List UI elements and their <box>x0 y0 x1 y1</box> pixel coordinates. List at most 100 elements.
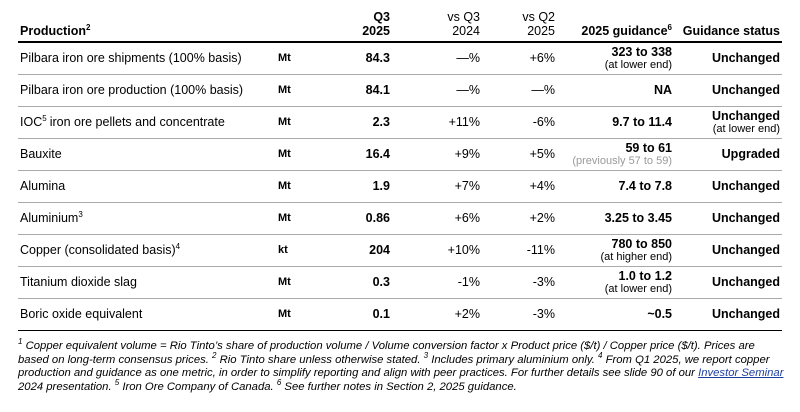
label-cell: Boric oxide equivalent <box>18 298 276 331</box>
header-text: vs Q2 <box>522 10 555 24</box>
table-row: IOC5 iron ore pellets and concentrate Mt 2.… <box>18 106 782 139</box>
table-row: Pilbara iron ore production (100% basis)… <box>18 74 782 107</box>
superscript: 3 <box>78 209 83 219</box>
row-label: iron ore pellets and concentrate <box>49 115 225 129</box>
footnote-number: 2 <box>212 350 217 360</box>
row-label: Copper (consolidated basis) <box>20 243 176 257</box>
row-label: Pilbara iron ore production (100% basis) <box>20 83 244 97</box>
status-cell: Unchanged <box>674 42 782 75</box>
status-cell: Unchanged <box>674 170 782 203</box>
header-text: Q3 <box>373 10 390 24</box>
row-label: IOC <box>20 115 43 129</box>
table-row: Boric oxide equivalent Mt 0.1 +2% -3% ~0.5 Unc… <box>18 298 782 331</box>
footnote-text: Copper equivalent volume = Rio Tinto’s s… <box>18 340 755 366</box>
guidance-cell: 1.0 to 1.2 (at lower end) <box>557 266 674 299</box>
table-row: Bauxite Mt 16.4 +9% +5% 59 to 61 (previously 5… <box>18 138 782 171</box>
guidance-cell: ~0.5 <box>557 298 674 331</box>
guidance-note: (at lower end) <box>604 58 672 71</box>
label-cell: Aluminium3 <box>18 202 276 235</box>
header-text: vs Q3 <box>447 10 480 24</box>
header-cell: 2025 guidance6 <box>557 10 674 43</box>
table-row: Copper (consolidated basis)4 kt 204 +10% -11… <box>18 234 782 267</box>
row-label: Pilbara iron ore shipments (100% basis) <box>20 51 242 65</box>
vs-q2-cell: -6% <box>482 106 557 139</box>
row-label: Bauxite <box>20 147 62 161</box>
status-cell: Unchanged <box>674 298 782 331</box>
vs-q3-cell: +10% <box>392 234 482 267</box>
status-value: Unchanged <box>711 108 780 123</box>
guidance-cell: 780 to 850 (at higher end) <box>557 234 674 267</box>
superscript: 5 <box>42 113 47 123</box>
guidance-cell: 9.7 to 11.4 <box>557 106 674 139</box>
q3-cell: 1.9 <box>336 170 392 203</box>
footnote-number: 1 <box>18 337 23 347</box>
production-table: Production2 Q3 2025 vs Q3 2024 vs Q2 2025 2… <box>18 10 782 331</box>
footnote-text: See further notes in Section 2, 2025 gui… <box>284 380 517 393</box>
table-row: Alumina Mt 1.9 +7% +4% 7.4 to 7.8 Unchanged <box>18 170 782 203</box>
unit-cell: Mt <box>276 74 336 107</box>
header-text: 2024 <box>452 24 480 38</box>
header-cell: Guidance status <box>674 10 782 43</box>
vs-q2-cell: -3% <box>482 298 557 331</box>
footnote-number: 6 <box>276 377 282 387</box>
unit-cell: Mt <box>276 106 336 139</box>
guidance-value: ~0.5 <box>647 307 672 321</box>
label-cell: Titanium dioxide slag <box>18 266 276 299</box>
vs-q3-cell: —% <box>392 74 482 107</box>
guidance-cell: 7.4 to 7.8 <box>557 170 674 203</box>
header-cell <box>276 10 336 43</box>
footnote-text: From Q1 2025, we report copper productio… <box>18 353 770 380</box>
footnote-text: Iron Ore Company of Canada. <box>122 380 274 393</box>
header-text: 2025 guidance <box>581 24 668 38</box>
vs-q2-cell: —% <box>482 74 557 107</box>
header-cell: Production2 <box>18 10 276 43</box>
header-cell: Q3 2025 <box>336 10 392 43</box>
header-text: Production <box>20 24 86 38</box>
q3-cell: 84.1 <box>336 74 392 107</box>
label-cell: Alumina <box>18 170 276 203</box>
status-value: Unchanged <box>711 51 780 65</box>
status-value: Unchanged <box>711 83 780 97</box>
footnote-text: Includes primary aluminium only. <box>431 353 595 366</box>
superscript: 4 <box>175 241 181 251</box>
status-cell: Unchanged <box>674 202 782 235</box>
guidance-note: (previously 57 to 59) <box>572 154 672 167</box>
vs-q2-cell: +6% <box>482 42 557 75</box>
vs-q3-cell: +9% <box>392 138 482 171</box>
status-value: Unchanged <box>711 179 780 193</box>
footnote-text: Rio Tinto share unless otherwise stated. <box>219 353 421 366</box>
vs-q3-cell: +2% <box>392 298 482 331</box>
guidance-value: 9.7 to 11.4 <box>612 115 672 129</box>
footnote-number: 4 <box>598 350 603 360</box>
guidance-note: (at higher end) <box>600 250 672 263</box>
footnotes: 1 Copper equivalent volume = Rio Tinto’s… <box>18 337 788 394</box>
vs-q3-cell: +6% <box>392 202 482 235</box>
guidance-value: 59 to 61 <box>625 140 672 155</box>
guidance-cell: 323 to 338 (at lower end) <box>557 42 674 75</box>
footnote-text: 2024 presentation. <box>18 380 112 393</box>
guidance-cell: 59 to 61 (previously 57 to 59) <box>557 138 674 171</box>
unit-cell: Mt <box>276 202 336 235</box>
table-row: Pilbara iron ore shipments (100% basis) M… <box>18 42 782 75</box>
table-row: Titanium dioxide slag Mt 0.3 -1% -3% 1.0 to 1… <box>18 266 782 299</box>
q3-cell: 2.3 <box>336 106 392 139</box>
vs-q2-cell: +4% <box>482 170 557 203</box>
superscript: 2 <box>85 22 91 32</box>
unit-cell: Mt <box>276 266 336 299</box>
footnote-number: 3 <box>423 350 429 360</box>
label-cell: Bauxite <box>18 138 276 171</box>
label-cell: Pilbara iron ore shipments (100% basis) <box>18 42 276 75</box>
guidance-note: (at lower end) <box>604 282 672 295</box>
label-cell: IOC5 iron ore pellets and concentrate <box>18 106 276 139</box>
header-cell: vs Q2 2025 <box>482 10 557 43</box>
header-row: Production2 Q3 2025 vs Q3 2024 vs Q2 2025 2… <box>18 10 782 43</box>
row-label: Alumina <box>20 179 66 193</box>
header-text: 2025 <box>362 24 390 38</box>
status-cell: Unchanged (at lower end) <box>674 106 782 139</box>
row-label: Titanium dioxide slag <box>20 275 137 289</box>
vs-q2-cell: -11% <box>482 234 557 267</box>
row-label: Aluminium <box>20 211 79 225</box>
vs-q3-cell: —% <box>392 42 482 75</box>
vs-q2-cell: -3% <box>482 266 557 299</box>
footnote-link[interactable]: Investor Seminar <box>698 367 784 379</box>
